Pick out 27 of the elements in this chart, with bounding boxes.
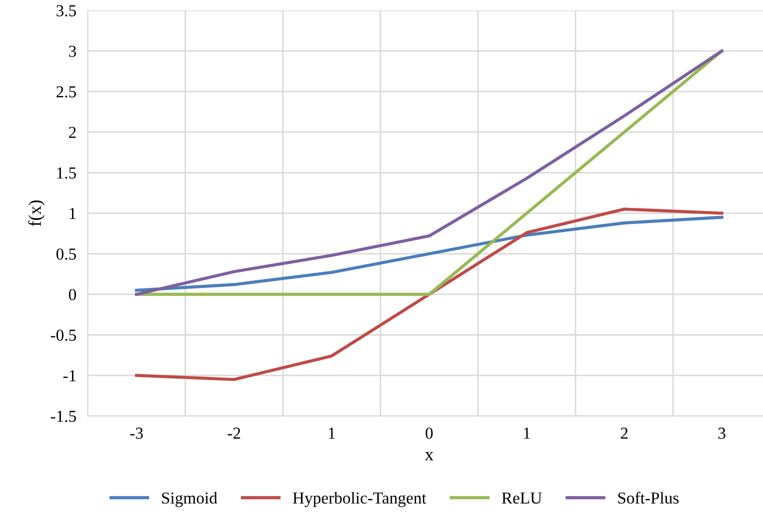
x-tick-label: 3 — [718, 428, 726, 439]
line-series — [134, 49, 724, 296]
x-tick-label: -3 — [130, 428, 143, 439]
x-tick-label: 1 — [328, 428, 335, 439]
legend-label: ReLU — [502, 492, 542, 504]
y-tick-label: 3.5 — [56, 5, 76, 16]
y-tick-label: 1.5 — [57, 167, 76, 179]
x-tick-label: 0 — [426, 428, 433, 439]
y-tick-label: -0.5 — [50, 330, 76, 341]
y-tick-label: 0 — [68, 289, 76, 300]
y-tick-label: 2 — [69, 126, 76, 138]
line-series — [134, 216, 724, 292]
legend-label: Hyperbolic-Tangent — [292, 492, 426, 508]
y-tick-label: 3 — [69, 46, 76, 57]
y-tick-label: -1.5 — [50, 410, 76, 422]
y-tick-label: 2.5 — [56, 86, 76, 98]
y-tick-label: 1 — [70, 208, 76, 219]
legend-label: Soft-Plus — [618, 492, 679, 504]
y-tick-label: -1 — [63, 370, 76, 382]
y-tick-label: 0.5 — [56, 248, 76, 260]
x-tick-label: -2 — [228, 428, 240, 439]
y-axis-title: f(x) — [28, 200, 45, 226]
legend-label: Sigmoid — [162, 492, 218, 508]
line-series — [134, 208, 724, 382]
x-axis-title: x — [424, 452, 434, 460]
x-tick-label: 1 — [524, 428, 530, 439]
x-tick-label: 2 — [620, 428, 628, 439]
